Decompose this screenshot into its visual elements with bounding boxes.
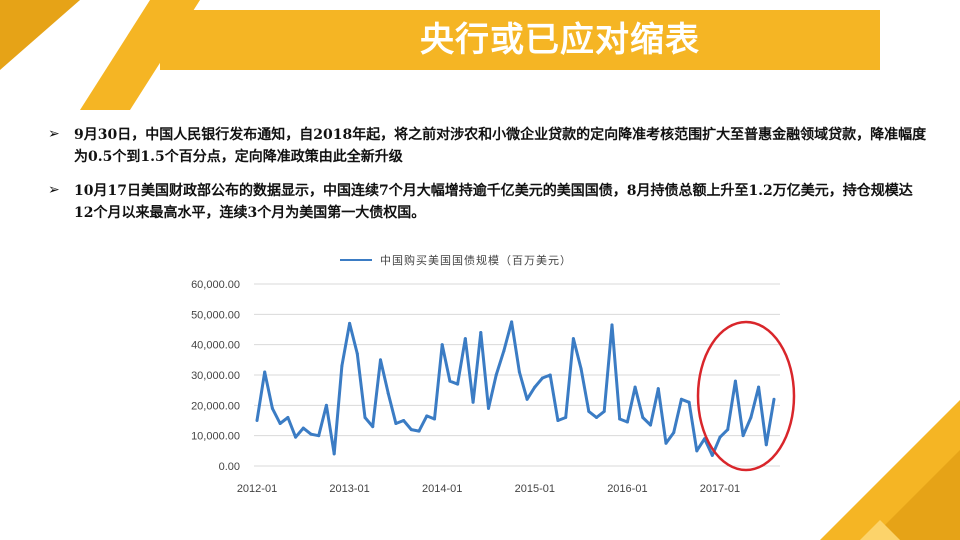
page-title: 央行或已应对缩表 — [420, 20, 700, 60]
data-point — [741, 434, 745, 438]
data-point — [471, 400, 475, 404]
data-point — [502, 349, 506, 353]
y-tick-label: 40,000.00 — [191, 340, 240, 352]
y-tick-label: 50,000.00 — [191, 309, 240, 321]
data-point — [402, 419, 406, 422]
data-point — [317, 434, 321, 438]
data-point — [510, 320, 514, 324]
data-point — [610, 323, 614, 327]
data-point — [301, 426, 305, 430]
data-point — [255, 419, 259, 422]
data-point — [425, 414, 429, 418]
y-tick-label: 20,000.00 — [191, 400, 240, 412]
data-point — [394, 422, 398, 426]
data-point — [517, 370, 521, 374]
data-point — [309, 432, 313, 436]
data-point — [633, 385, 637, 389]
data-point — [348, 321, 352, 325]
y-tick-label: 30,000.00 — [191, 370, 240, 382]
data-point — [548, 373, 552, 377]
x-tick-label: 2017-01 — [700, 483, 740, 495]
data-point — [494, 373, 498, 377]
highlight-ellipse — [696, 320, 796, 472]
data-point — [324, 403, 328, 407]
data-point — [556, 419, 560, 422]
line-chart: 0.00 10,000.00 20,000.00 30,000.00 40,000.00… — [191, 253, 796, 495]
x-tick-label: 2014-01 — [422, 483, 462, 495]
x-tick-label: 2016-01 — [607, 483, 647, 495]
data-point — [486, 406, 490, 410]
data-point — [733, 379, 737, 383]
data-point — [757, 385, 761, 389]
data-point — [772, 397, 776, 401]
data-point — [386, 391, 390, 395]
bullet-text: 9月30日，中国人民银行发布通知，自2018年起，将之前对涉农和小微企业贷款的定… — [74, 127, 927, 165]
data-point — [541, 376, 545, 380]
data-point — [649, 423, 653, 427]
bullet-list: ➢ 9月30日，中国人民银行发布通知，自2018年起，将之前对涉农和小微企业贷款… — [48, 124, 928, 236]
data-point — [340, 364, 344, 368]
data-point — [687, 400, 691, 404]
arrow-bullet-icon: ➢ — [48, 126, 60, 142]
data-point — [695, 449, 699, 453]
data-point — [456, 382, 460, 386]
data-point — [371, 425, 375, 429]
data-point — [764, 443, 768, 447]
data-point — [672, 431, 676, 435]
title-bar — [160, 10, 880, 70]
data-point — [355, 352, 359, 356]
data-point — [595, 415, 599, 419]
x-tick-label: 2012-01 — [237, 483, 277, 495]
data-point — [332, 452, 336, 456]
data-point — [571, 337, 575, 341]
data-point — [409, 428, 413, 432]
y-tick-label: 0.00 — [219, 461, 240, 473]
data-point — [278, 422, 282, 426]
data-point — [587, 409, 591, 413]
data-point — [718, 435, 722, 439]
data-point — [286, 415, 290, 419]
y-tick-label: 60,000.00 — [191, 279, 240, 291]
data-point — [579, 367, 583, 371]
data-point — [656, 387, 660, 391]
y-tick-label: 10,000.00 — [191, 431, 240, 443]
bullet-text: 10月17日美国财政部公布的数据显示，中国连续7个月大幅增持逾千亿美元的美国国债… — [74, 183, 913, 221]
x-tick-label: 2015-01 — [515, 483, 555, 495]
data-point — [726, 428, 730, 432]
data-point — [432, 417, 436, 421]
data-point — [440, 343, 444, 347]
bottom-right-accent — [820, 400, 960, 540]
bullet-item: ➢ 10月17日美国财政部公布的数据显示，中国连续7个月大幅增持逾千亿美元的美国… — [48, 180, 928, 224]
data-point — [448, 379, 452, 383]
data-point — [664, 441, 668, 445]
bullet-item: ➢ 9月30日，中国人民银行发布通知，自2018年起，将之前对涉农和小微企业贷款… — [48, 124, 928, 168]
data-point — [749, 415, 753, 419]
data-point — [378, 358, 382, 362]
data-point — [525, 397, 529, 401]
legend-label: 中国购买美国国债规模（百万美元） — [380, 253, 572, 267]
data-point — [479, 331, 483, 335]
data-point — [564, 415, 568, 419]
data-point — [463, 337, 467, 341]
x-tick-label: 2013-01 — [329, 483, 369, 495]
data-point — [270, 406, 274, 410]
data-point — [710, 453, 714, 457]
data-point — [679, 397, 683, 401]
data-point — [618, 417, 622, 421]
data-point — [294, 435, 298, 439]
arrow-bullet-icon: ➢ — [48, 182, 60, 198]
data-point — [533, 385, 537, 389]
data-point — [263, 370, 267, 374]
data-point — [417, 429, 421, 433]
data-point — [641, 415, 645, 419]
data-point — [625, 420, 629, 424]
data-point — [602, 409, 606, 413]
data-point — [363, 415, 367, 419]
